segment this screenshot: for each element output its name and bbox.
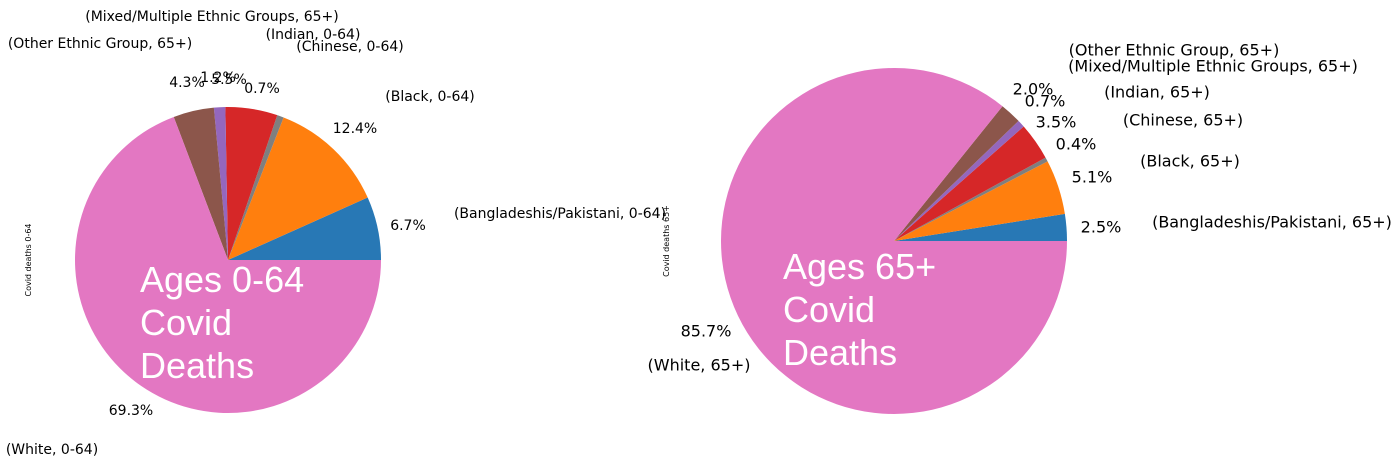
pie-slice-chinese-0-64	[228, 115, 284, 260]
pie-percent-label: 5.1%	[1072, 168, 1113, 187]
pie-slice-bangladeshis-pakistani-0-64	[228, 197, 381, 260]
pie-slice-chinese-65	[894, 157, 1048, 241]
pie-percent-label: 3.5%	[1036, 113, 1077, 132]
pie-category-label: (Indian, 0-64)	[266, 27, 361, 43]
pie-percent-label: 0.7%	[1025, 92, 1066, 111]
y-axis-label: Covid deaths 0-64	[24, 223, 33, 296]
pie-percent-label: 2.5%	[1081, 218, 1122, 237]
pie-percent-label: 1.2%	[200, 70, 236, 86]
pie-percent-label: 5.5%	[211, 72, 247, 88]
pie-category-label: (Chinese, 65+)	[1123, 111, 1243, 130]
pie-percent-label: 4.3%	[169, 75, 205, 91]
pie-category-label: (Other Ethnic Group, 65+)	[1069, 41, 1280, 60]
pie-chart-ages-0-64: 6.7% (Bangladeshis/Pakistani, 0-64) 12.4% (…	[6, 9, 666, 458]
chart-overlay-text: Ages 0-64	[140, 259, 304, 300]
pie-category-label: (Black, 65+)	[1140, 152, 1240, 171]
pie-slice-other-ethnic-group-65	[894, 106, 1019, 241]
pie-percent-label: 85.7%	[681, 322, 732, 341]
pie-percent-label: 69.3%	[109, 403, 153, 419]
pie-slice-indian-0-64	[225, 106, 278, 260]
chart-overlay-text: Covid	[140, 302, 232, 343]
pie-category-label: (White, 65+)	[648, 356, 751, 375]
pie-slice-indian-65	[894, 126, 1046, 241]
pie-slice-black-0-64	[228, 117, 368, 261]
pie-slice-other-ethnic-group-65	[173, 107, 228, 260]
pie-percent-label: 0.7%	[244, 81, 280, 97]
pie-slice-white-65	[721, 68, 1067, 415]
pie-slice-white-0-64	[74, 116, 381, 413]
pie-category-label: (Mixed/Multiple Ethnic Groups, 65+)	[85, 9, 339, 25]
chart-overlay-text: Deaths	[783, 332, 897, 373]
pie-percent-label: 12.4%	[333, 121, 377, 137]
chart-overlay-text: Deaths	[140, 345, 254, 386]
pie-category-label: (Mixed/Multiple Ethnic Groups, 65+)	[1068, 57, 1358, 76]
chart-overlay-text: Ages 65+	[783, 246, 936, 287]
pie-category-label: (Black, 0-64)	[385, 89, 474, 105]
pie-category-label: (Other Ethnic Group, 65+)	[8, 36, 192, 52]
chart-overlay-text: Covid	[783, 289, 875, 330]
pie-slice-black-65	[894, 161, 1065, 241]
pie-slice-mixed-multiple-ethnic-groups-65	[213, 107, 228, 261]
pie-category-label: (Chinese, 0-64)	[296, 39, 404, 55]
y-axis-label: Covid deaths 65+	[662, 205, 671, 277]
pie-chart-ages-65-plus: 2.5% (Bangladeshis/Pakistani, 65+) 5.1% (Bl…	[648, 41, 1392, 415]
pie-slice-mixed-multiple-ethnic-groups-65	[894, 120, 1024, 241]
pie-category-label: (Indian, 65+)	[1104, 83, 1210, 102]
pie-percent-label: 2.0%	[1013, 80, 1054, 99]
pie-slice-bangladeshis-pakistani-65	[894, 213, 1067, 241]
pie-category-label: (White, 0-64)	[6, 442, 98, 458]
pie-percent-label: 6.7%	[390, 218, 426, 234]
pie-category-label: (Bangladeshis/Pakistani, 0-64)	[454, 206, 666, 222]
pie-category-label: (Bangladeshis/Pakistani, 65+)	[1152, 213, 1392, 232]
pie-percent-label: 0.4%	[1056, 135, 1097, 154]
